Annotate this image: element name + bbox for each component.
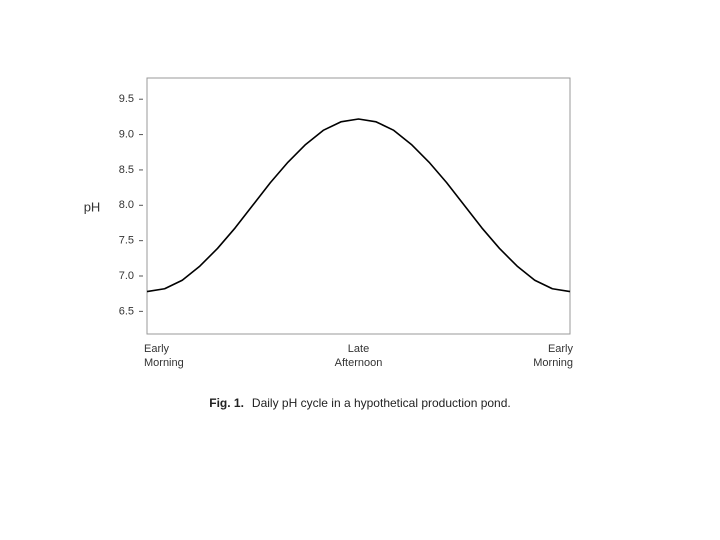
y-tick-label: 7.5 [119, 235, 134, 247]
y-tick-label: 8.0 [119, 199, 134, 211]
plot-frame [146, 77, 571, 335]
y-tick-label: 6.5 [119, 305, 134, 317]
caption: Fig. 1. Daily pH cycle in a hypothetical … [0, 396, 720, 410]
caption-label: Fig. 1. [209, 396, 244, 410]
caption-text: Daily pH cycle in a hypothetical product… [251, 396, 511, 410]
x-tick-label: Late Afternoon [334, 343, 383, 369]
y-tick-label: 7.0 [119, 270, 134, 282]
y-axis-label: pH [84, 199, 101, 214]
y-tick-label: 9.0 [119, 128, 134, 140]
x-tick-label: Early Morning [144, 343, 184, 369]
y-tick-label: 9.5 [119, 93, 134, 105]
x-tick-label: Early Morning [533, 343, 573, 369]
line [146, 118, 571, 293]
y-tick-label: 8.5 [119, 164, 134, 176]
